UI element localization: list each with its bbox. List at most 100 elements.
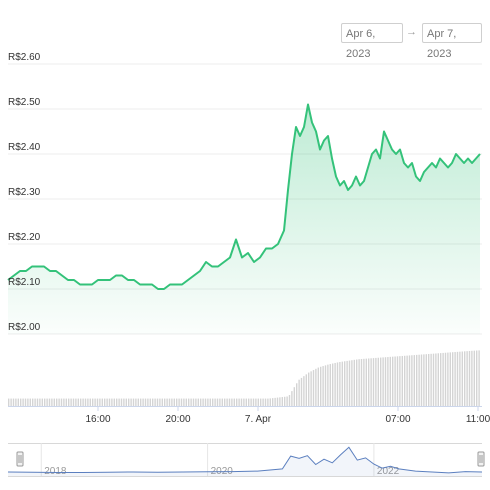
volume-bar [401, 355, 403, 406]
volume-bar [293, 387, 295, 406]
volume-bar [425, 354, 427, 406]
volume-bar [99, 398, 101, 406]
volume-bar [183, 398, 185, 406]
volume-bar [68, 398, 70, 406]
volume-bar [89, 398, 91, 406]
range-from-input[interactable]: Apr 6, 2023 [341, 23, 403, 60]
volume-bar [219, 398, 221, 406]
volume-bar [58, 398, 60, 406]
volume-bar [291, 391, 293, 406]
navigator-line [7, 446, 483, 474]
volume-bar [312, 370, 315, 406]
volume-bar [303, 376, 305, 406]
volume-bar [286, 396, 288, 406]
volume-bar [70, 398, 72, 406]
volume-bar [245, 398, 247, 406]
navigator-year-label: 2022 [377, 466, 400, 477]
volume-bar [240, 398, 243, 406]
volume-bar [248, 398, 250, 406]
y-tick-label: R$2.40 [8, 142, 41, 153]
volume-bar [154, 398, 156, 406]
volume-bar [231, 398, 233, 406]
y-tick-label: R$2.20 [8, 232, 41, 243]
volume-bar [327, 364, 329, 406]
volume-bar [370, 358, 372, 406]
x-tick-label: 07:00 [385, 414, 410, 425]
volume-bar [120, 398, 123, 406]
volume-bar [346, 360, 348, 406]
volume-bar [173, 398, 175, 406]
volume-bar [171, 398, 173, 406]
volume-bar [178, 398, 180, 406]
volume-bar [351, 360, 353, 406]
volume-bar [137, 398, 139, 406]
volume-bar [77, 398, 79, 406]
volume-bar [461, 351, 463, 406]
volume-bar [368, 358, 370, 406]
price-area-fill [8, 104, 480, 334]
volume-bar [392, 356, 394, 406]
volume-bar [408, 355, 411, 406]
volume-bar [128, 398, 130, 406]
volume-bar [252, 398, 255, 406]
volume-bar [272, 398, 274, 406]
y-tick-label: R$2.60 [8, 52, 41, 63]
volume-bar [238, 398, 240, 406]
volume-bar [447, 352, 449, 406]
volume-bar [466, 351, 468, 406]
volume-bar [207, 398, 209, 406]
volume-bar [432, 353, 435, 406]
volume-bar [437, 353, 439, 406]
volume-bar [116, 398, 118, 406]
navigator-right-handle[interactable] [477, 451, 485, 467]
volume-bar [329, 364, 331, 406]
volume-bar [224, 398, 226, 406]
volume-bar [336, 362, 339, 406]
volume-bar [200, 398, 202, 406]
volume-bar [387, 357, 389, 406]
volume-bar [267, 398, 269, 406]
volume-bar [87, 398, 89, 406]
volume-bar [396, 356, 399, 406]
volume-bar [142, 398, 144, 406]
volume-bar [75, 398, 77, 406]
volume-bar [188, 398, 190, 406]
volume-bar [156, 398, 159, 406]
volume-bar [147, 398, 149, 406]
volume-bar [305, 374, 307, 406]
volume-bar [12, 398, 15, 406]
volume-bar [48, 398, 51, 406]
volume-bar [46, 398, 48, 406]
range-to-input[interactable]: Apr 7, 2023 [422, 23, 482, 60]
volume-bar [454, 352, 456, 406]
x-tick-label: 7. Apr [245, 414, 272, 425]
volume-bar [324, 365, 327, 406]
volume-bar [394, 356, 396, 406]
volume-bar [344, 361, 346, 406]
volume-bar [123, 398, 125, 406]
volume-bar [144, 398, 147, 406]
volume-bar [94, 398, 96, 406]
navigator[interactable]: 2018 2020 2022 [7, 443, 485, 477]
volume-bar [80, 398, 82, 406]
volume-bar [257, 398, 259, 406]
volume-bar [135, 398, 137, 406]
navigator-left-handle[interactable] [16, 451, 24, 467]
volume-bar [221, 398, 223, 406]
volume-bar [44, 398, 46, 406]
volume-bar [41, 398, 43, 406]
volume-bar [459, 351, 461, 406]
volume-bar [473, 350, 475, 406]
volume-bar [82, 398, 84, 406]
volume-bar [39, 398, 41, 406]
volume-bar [420, 354, 423, 406]
volume-bar [161, 398, 163, 406]
volume-bar [195, 398, 197, 406]
volume-bar [360, 358, 363, 406]
volume-bar [204, 398, 207, 406]
volume-bar [464, 351, 466, 406]
volume-bar [209, 398, 211, 406]
volume-bar [377, 357, 379, 406]
volume-bar [375, 357, 377, 406]
volume-bar [315, 368, 317, 406]
